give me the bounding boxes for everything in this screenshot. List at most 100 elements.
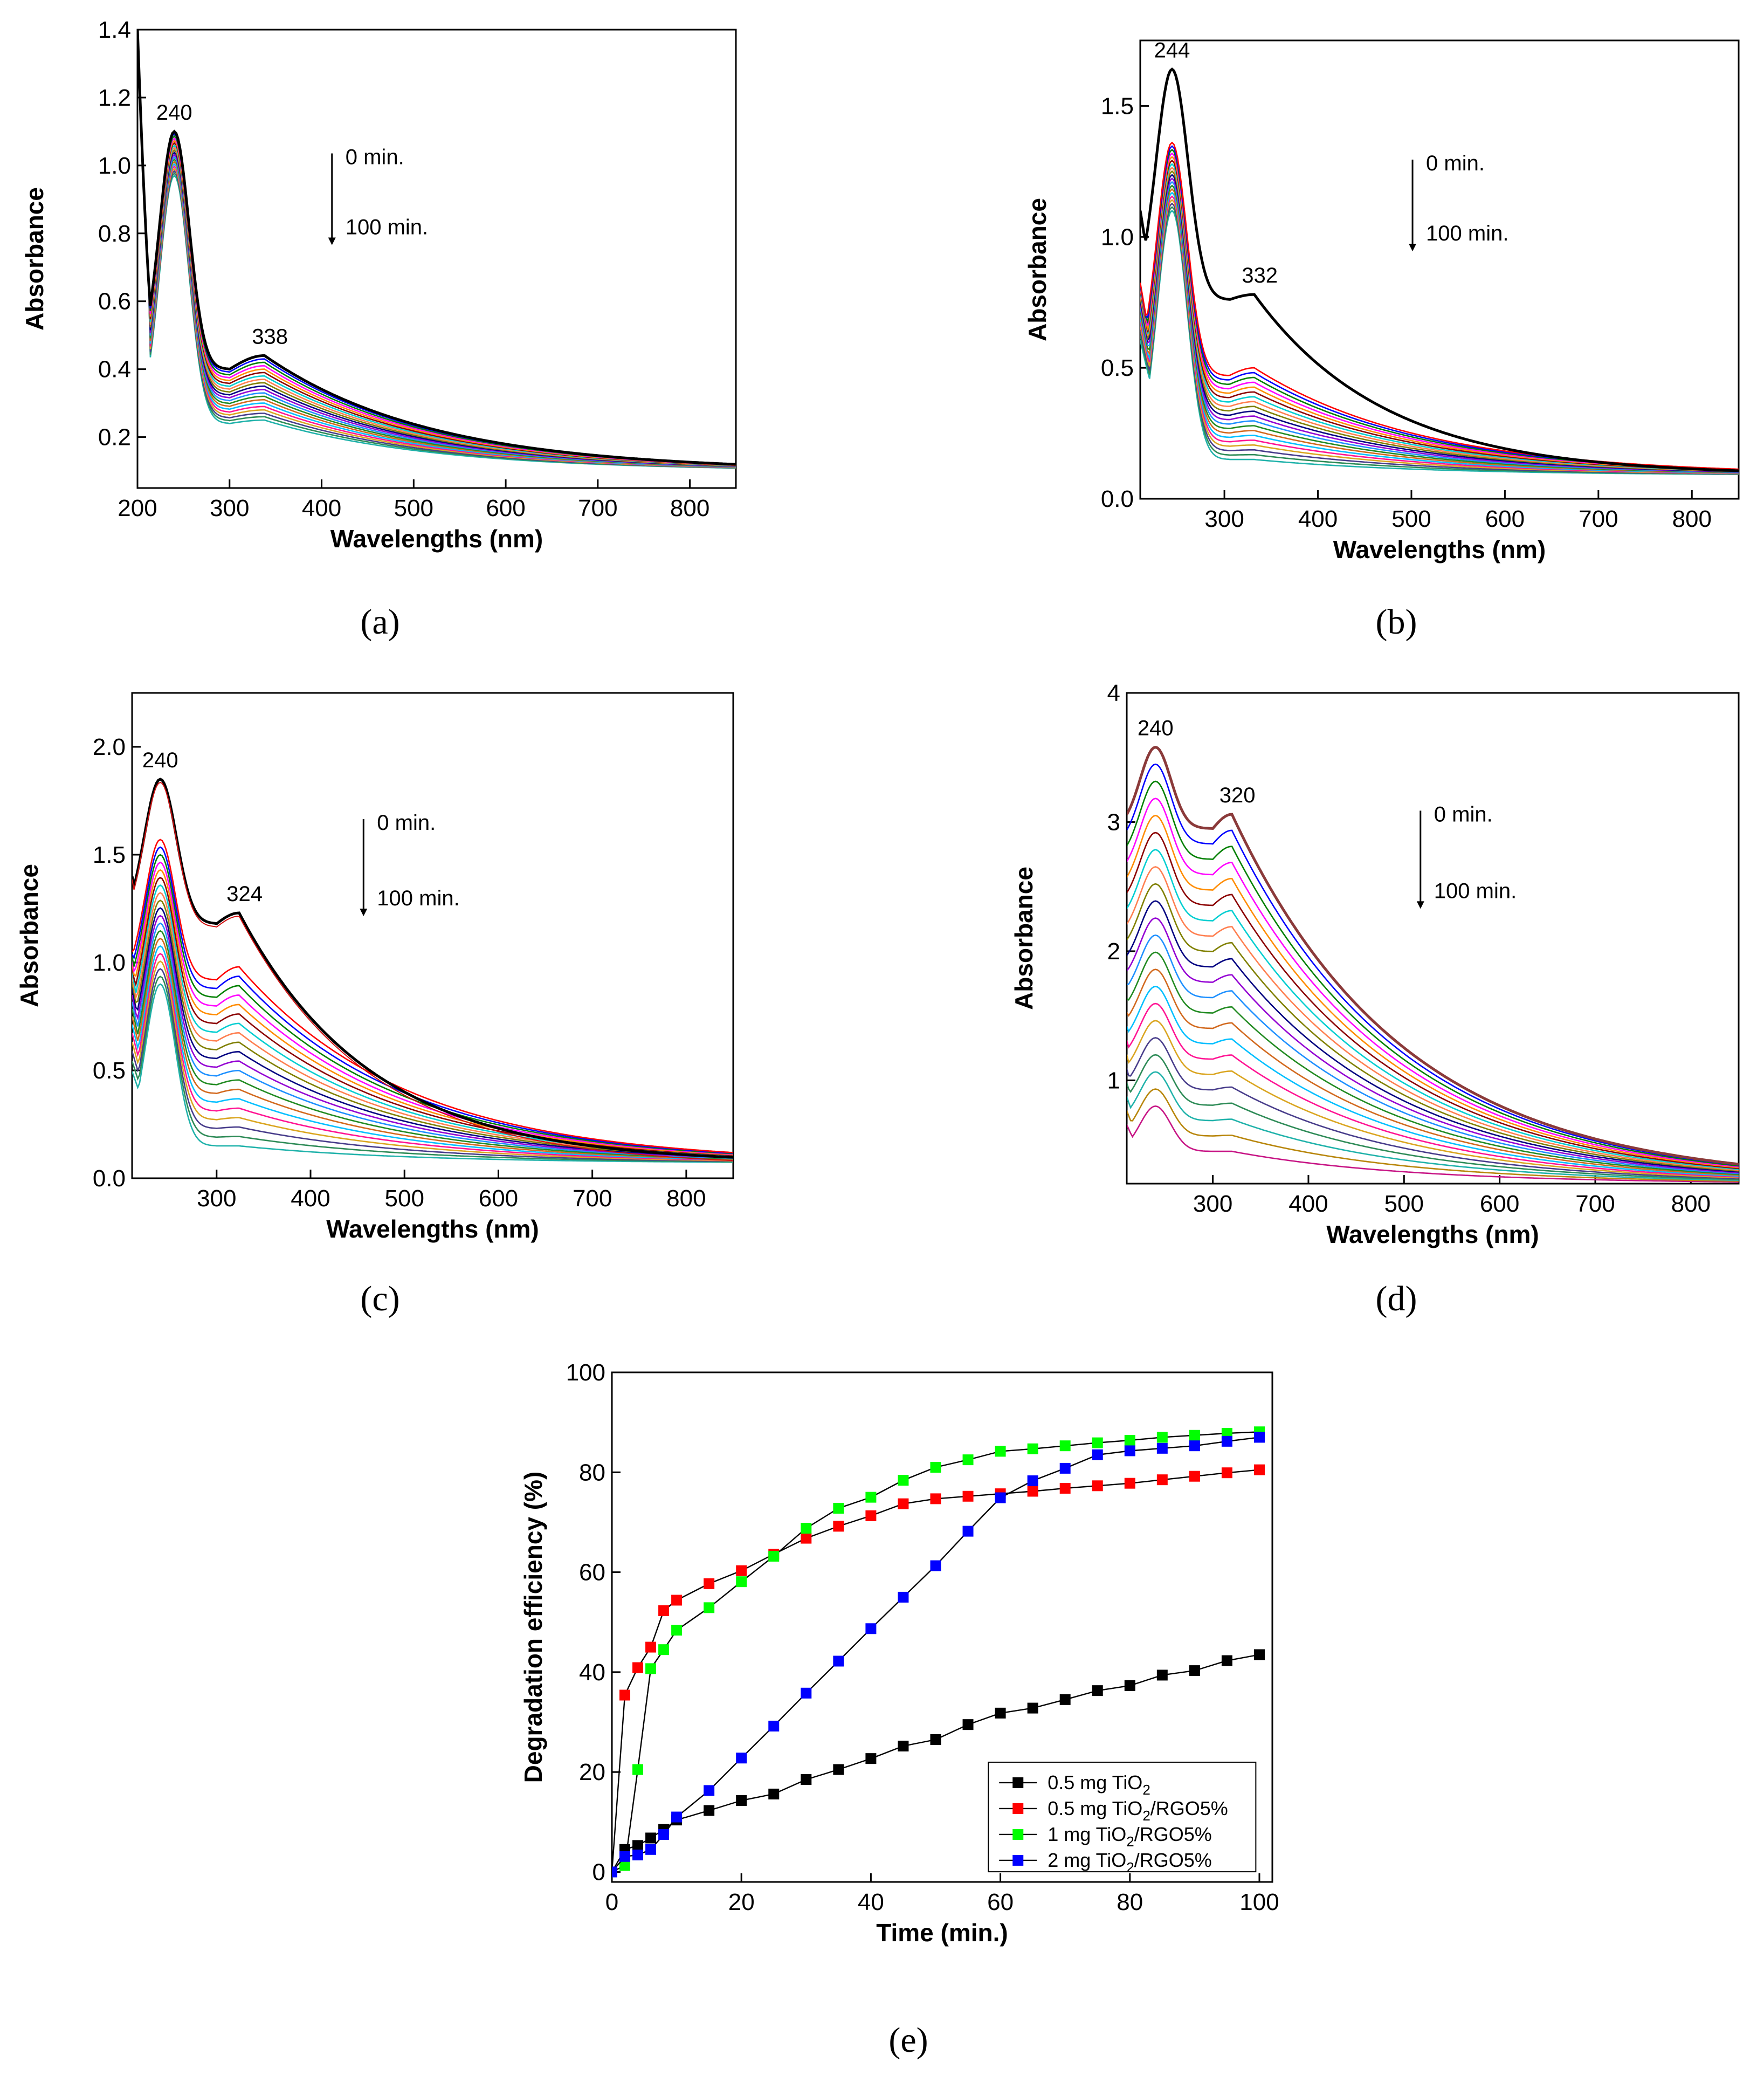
plot-frame (1126, 692, 1740, 1185)
spectrum-line (1127, 866, 1739, 1171)
spectrum-line (132, 781, 733, 1162)
spectrum-line (137, 30, 736, 466)
peak-label: 240 (156, 101, 192, 125)
y-tick-label: 0.5 (1101, 355, 1134, 381)
legend-label-main: 2 mg TiO (1048, 1849, 1126, 1871)
x-tick-label: 400 (302, 495, 341, 521)
data-point (1221, 1435, 1232, 1447)
legend-label-sub: 2 (1126, 1833, 1134, 1850)
arrow-head (360, 909, 368, 916)
y-tick-label: 1.5 (93, 842, 126, 868)
data-point (930, 1560, 941, 1571)
chart-panel-c: 300 400 500 600 700 800 0.0 0.5 1.0 1.5 2.0 Wavelen… (15, 692, 734, 1318)
spectrum-line-0min (132, 778, 733, 1159)
spectrum-line (1127, 746, 1739, 1165)
x-tick-label: 800 (1671, 1191, 1711, 1217)
data-point (1124, 1445, 1135, 1456)
data-point (645, 1663, 657, 1674)
data-point (962, 1526, 974, 1537)
spectrum-line (132, 907, 733, 1158)
spectrum-line (1127, 883, 1739, 1172)
spectrum-line (137, 30, 736, 469)
arrow-label-start: 0 min. (346, 146, 404, 169)
peak-label: 244 (1154, 38, 1190, 62)
spectrum-line (1127, 1071, 1739, 1181)
data-point (658, 1605, 670, 1616)
spectrum-line (132, 960, 733, 1162)
legend-label: 1 mg TiO2/RGO5% (1048, 1823, 1212, 1850)
spectrum-line (1127, 832, 1739, 1170)
data-point (612, 1866, 617, 1878)
data-point (768, 1788, 780, 1799)
spectrum-line-0min (137, 30, 736, 466)
y-axis-label: Absorbance (1010, 867, 1038, 1010)
spectrum-line (132, 953, 733, 1161)
y-tick-label: 0.6 (98, 288, 131, 315)
y-tick-label: 20 (579, 1759, 605, 1785)
spectrum-line (137, 30, 736, 468)
data-point (865, 1492, 877, 1503)
spectrum-line (132, 846, 733, 1154)
data-point (1221, 1467, 1232, 1479)
legend-label-main: 0.5 mg TiO (1048, 1771, 1142, 1794)
x-tick-label: 500 (394, 495, 433, 521)
data-point (1156, 1432, 1168, 1443)
spectrum-line (132, 937, 733, 1160)
legend-label-tail: /RGO5% (1134, 1849, 1212, 1871)
data-point (962, 1490, 974, 1502)
spectrum-line (137, 30, 736, 465)
data-point (1059, 1462, 1071, 1474)
legend-marker (1012, 1829, 1024, 1840)
y-tick-label: 0.8 (98, 221, 131, 247)
data-point (645, 1832, 657, 1844)
x-tick-label: 100 (1239, 1889, 1279, 1915)
x-axis-label: Wavelengths (nm) (326, 1215, 539, 1243)
arrow-label-end: 100 min. (1434, 879, 1517, 903)
spectrum-line (137, 30, 736, 469)
data-point (645, 1641, 657, 1653)
data-point (704, 1785, 715, 1796)
data-point (1027, 1443, 1038, 1454)
spectrum-line (1127, 780, 1739, 1167)
y-axis-label: Absorbance (15, 864, 43, 1007)
chart-panel-e: 0 20 40 60 80 100 0 20 40 60 80 100 Time (min.) Degra… (519, 1359, 1279, 2060)
data-point (1092, 1685, 1103, 1696)
data-point (1059, 1440, 1071, 1452)
data-point (898, 1475, 909, 1486)
peak-label: 338 (252, 325, 288, 348)
spectrum-line (137, 30, 736, 468)
data-point (801, 1523, 812, 1534)
x-tick-label: 40 (858, 1889, 884, 1915)
data-point (1156, 1669, 1168, 1681)
legend-label-tail: /RGO5% (1134, 1823, 1212, 1845)
y-tick-label: 0.2 (98, 424, 131, 451)
data-point (704, 1578, 715, 1589)
y-axis-label: Absorbance (20, 187, 49, 331)
spectrum-line (1140, 152, 1739, 471)
spectrum-line (132, 839, 733, 1153)
data-point (1189, 1471, 1200, 1482)
spectrum-line (1127, 815, 1739, 1169)
data-point (1124, 1478, 1135, 1489)
data-point (1027, 1475, 1038, 1487)
plot-frame (136, 29, 737, 489)
x-tick-label: 80 (1117, 1889, 1143, 1915)
data-point (619, 1689, 631, 1701)
x-tick-label: 700 (1579, 506, 1618, 532)
x-tick-label: 400 (1298, 506, 1338, 532)
x-tick-label: 500 (1391, 506, 1431, 532)
chart-panel-d: 300 400 500 600 700 800 1 2 3 4 Wavelengths (nm) Ab… (1010, 680, 1740, 1318)
spectrum-line (137, 30, 736, 465)
x-tick-label: 300 (1204, 506, 1244, 532)
y-tick-label: 1.5 (1101, 93, 1134, 119)
peak-label: 320 (1219, 784, 1256, 807)
y-tick-label: 1.0 (1101, 224, 1134, 250)
plot-area (1140, 67, 1739, 475)
x-tick-label: 0 (605, 1889, 618, 1915)
y-tick-label: 100 (566, 1359, 605, 1386)
y-tick-label: 2 (1107, 938, 1120, 965)
data-point (658, 1644, 670, 1655)
spectrum-line (132, 945, 733, 1160)
y-tick-label: 2.0 (93, 734, 126, 760)
